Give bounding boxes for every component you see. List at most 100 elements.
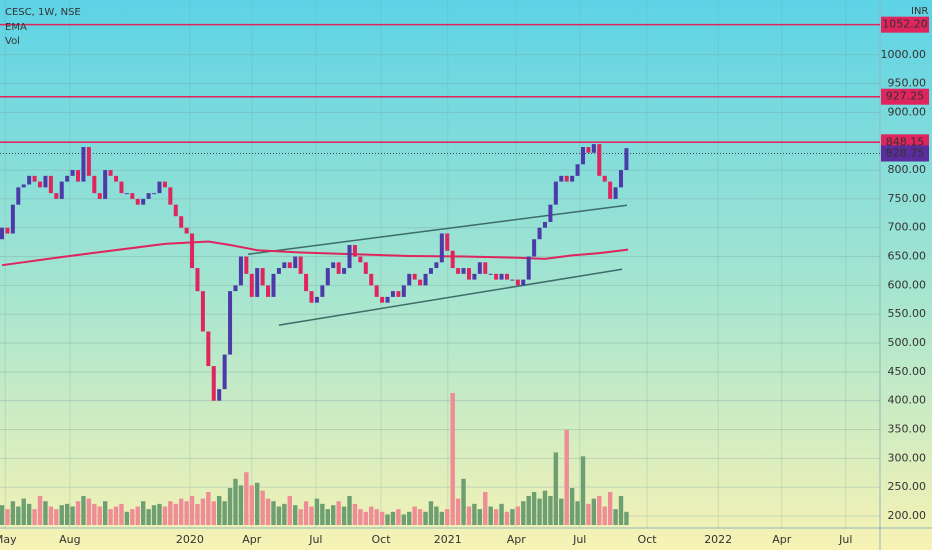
candle-body [168, 187, 173, 205]
volume-bar [173, 503, 178, 525]
candle-body [526, 256, 531, 280]
candle-body [456, 268, 461, 274]
candle-body [570, 175, 575, 182]
candle-body [32, 175, 37, 182]
volume-bar [559, 498, 564, 525]
y-tick-label: 600.00 [888, 278, 927, 291]
candle-body [304, 273, 309, 292]
candle-body [27, 175, 32, 185]
candle-body [602, 175, 607, 182]
volume-bar [434, 506, 439, 525]
volume-bar [37, 495, 43, 525]
volume-bar [542, 490, 548, 525]
candle-body [5, 227, 10, 234]
candle-body [423, 273, 428, 286]
trend-line [278, 268, 623, 326]
y-tick-label: 1000.00 [881, 48, 927, 61]
candle-body [488, 273, 493, 275]
candle-body [43, 175, 48, 188]
candle-body [494, 273, 499, 280]
volume-bar [287, 495, 292, 525]
x-tick-label: Aug [59, 533, 80, 546]
candle-body [597, 144, 602, 176]
candle-body [146, 193, 151, 199]
x-tick-label: Apr [772, 533, 792, 546]
volume-bar [597, 495, 602, 525]
x-tick-label: Jul [308, 533, 322, 546]
candle-body [564, 175, 569, 182]
candle-body [380, 296, 385, 303]
candle-body [271, 273, 276, 297]
candle-body [16, 187, 21, 205]
candle-body [59, 181, 64, 199]
volume-bar [0, 505, 5, 525]
candle-body [152, 193, 157, 195]
candle-body [450, 250, 455, 269]
candle-body [276, 268, 281, 274]
volume-bar [135, 506, 140, 525]
volume-bar [401, 514, 407, 525]
volume-bar [233, 478, 238, 525]
candle-body [86, 147, 91, 176]
candle-body [217, 389, 222, 401]
candle-body [347, 245, 352, 269]
volume-bar [271, 501, 276, 525]
volume-bar [59, 505, 64, 525]
volume-bar [140, 501, 146, 525]
candle-body [10, 204, 15, 234]
candle-body [504, 273, 509, 280]
volume-bar [151, 505, 157, 525]
candle-body [309, 291, 314, 303]
volume-bar [255, 482, 260, 525]
candle-body [190, 233, 195, 269]
volume-bar [206, 492, 211, 525]
volume-bar [124, 511, 130, 525]
volume-bar [298, 509, 303, 525]
volume-bar [5, 509, 10, 525]
level-label: 1052.20 [882, 18, 928, 31]
y-tick-label: 400.00 [888, 394, 927, 407]
volume-bar [64, 503, 70, 525]
volume-bar [282, 503, 287, 525]
candle-body [70, 170, 75, 176]
volume-bar [537, 498, 542, 525]
volume-bar [48, 506, 54, 525]
candle-body [499, 273, 504, 280]
y-tick-label: 200.00 [888, 509, 927, 522]
candle-body [244, 256, 249, 274]
chart-title: CESC, 1W, NSE [5, 7, 81, 18]
volume-bar [325, 509, 330, 525]
candle-body [537, 227, 542, 240]
volume-bar [624, 511, 629, 525]
candle-body [619, 170, 624, 188]
candle-body [461, 268, 466, 274]
volume-bar [428, 501, 434, 525]
candle-body [249, 273, 254, 297]
volume-bar [341, 506, 347, 525]
volume-bar [477, 509, 483, 525]
candle-body [222, 354, 227, 390]
volume-bar [21, 498, 26, 525]
candle-body [48, 175, 53, 194]
candle-body [325, 268, 330, 286]
candle-body [412, 273, 417, 280]
candle-body [135, 198, 140, 205]
candle-body [314, 296, 319, 303]
volume-bar [293, 505, 298, 525]
candle-body [21, 184, 26, 188]
volume-bar [352, 503, 358, 525]
volume-bar [591, 498, 597, 525]
volume-bar [303, 501, 309, 525]
candle-body [124, 193, 129, 195]
volume-bar [423, 511, 428, 525]
volume-bar [92, 503, 97, 525]
candle-body [162, 181, 167, 188]
x-tick-label: Apr [507, 533, 527, 546]
currency-label: INR [911, 6, 928, 17]
candle-body [608, 181, 613, 199]
level-label: 848.15 [886, 135, 925, 148]
volume-bar [32, 509, 37, 525]
candle-body [320, 285, 325, 297]
x-tick-label: 2021 [434, 533, 462, 546]
